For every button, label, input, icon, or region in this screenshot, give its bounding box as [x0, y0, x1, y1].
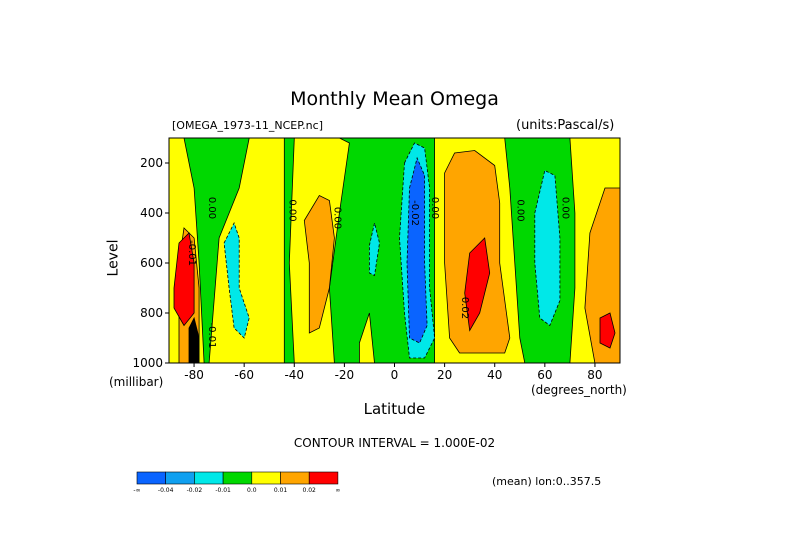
y-tick-label: 200	[140, 156, 163, 170]
contour-label: 0.00	[286, 199, 297, 221]
contour-label: -0.01	[206, 323, 217, 349]
contour-region-south-orange	[303, 194, 335, 334]
colorbar-swatch	[251, 471, 281, 485]
colorbar-label: -0.01	[215, 487, 231, 494]
colorbar-swatch	[165, 471, 195, 485]
contour-region-south-cyan	[223, 221, 250, 339]
units-label: (units:Pascal/s)	[516, 118, 615, 133]
contour-label: 0.00	[429, 197, 440, 219]
y-tick-label: 1000	[132, 356, 163, 370]
x-tick-label: -20	[335, 368, 355, 382]
colorbar-swatch	[222, 471, 253, 485]
x-tick-label: 40	[487, 368, 502, 382]
colorbar-label: 0.0	[247, 487, 257, 494]
contour-label: 0.00	[559, 197, 570, 219]
colorbar-label: 0.02	[303, 487, 317, 494]
contour-region-south-polar-black	[188, 316, 200, 363]
colorbar-swatch	[280, 471, 310, 485]
x-tick-label: -60	[234, 368, 254, 382]
contour-region-north-cyan	[534, 169, 561, 327]
colorbar-label: 0.01	[274, 487, 288, 494]
contour-label: 0.00	[206, 197, 217, 219]
contour-region-south-yellow-band	[208, 138, 285, 363]
colorbar-label: -0.02	[187, 487, 203, 494]
contour-region-eq-blue	[406, 156, 428, 344]
contour-region-ne-red	[464, 237, 491, 332]
x-tick-label: 60	[537, 368, 552, 382]
contour-label: 0.00	[514, 199, 525, 221]
x-tick-label: 20	[437, 368, 452, 382]
x-axis-units: (degrees_north)	[531, 383, 627, 397]
chart-title: Monthly Mean Omega	[290, 88, 499, 110]
contour-region-eq-cyan-small	[368, 222, 380, 277]
y-tick-label: 600	[140, 256, 163, 270]
contour-label: 0.02	[459, 297, 470, 319]
x-tick-label: 0	[391, 368, 399, 382]
y-tick-label: 400	[140, 206, 163, 220]
contour-label: -0.02	[409, 200, 420, 226]
mean-longitude-text: (mean) lon:0..357.5	[492, 475, 602, 488]
contour-label: 0.00	[331, 207, 342, 229]
x-tick-label: 80	[587, 368, 602, 382]
colorbar-label: -0.04	[158, 487, 174, 494]
file-label: [OMEGA_1973-11_NCEP.nc]	[172, 119, 323, 132]
x-tick-label: -80	[184, 368, 204, 382]
contour-region-near-equator-yellow	[358, 312, 375, 363]
contour-region-south-polar-red	[173, 232, 195, 327]
y-tick-label: 800	[140, 306, 163, 320]
colorbar-swatch	[308, 471, 339, 485]
colorbar-swatch	[136, 471, 167, 485]
contour-interval-text: CONTOUR INTERVAL = 1.000E-02	[293, 436, 496, 450]
contour-region-north-red	[599, 312, 616, 349]
colorbar-swatch	[194, 471, 224, 485]
y-axis-units: (millibar)	[109, 375, 164, 389]
x-axis-label: Latitude	[363, 400, 426, 418]
colorbar-label: ∞	[335, 487, 340, 494]
colorbar-label: -∞	[133, 487, 140, 494]
contour-label: -0.01	[186, 240, 197, 266]
x-tick-label: -40	[284, 368, 304, 382]
